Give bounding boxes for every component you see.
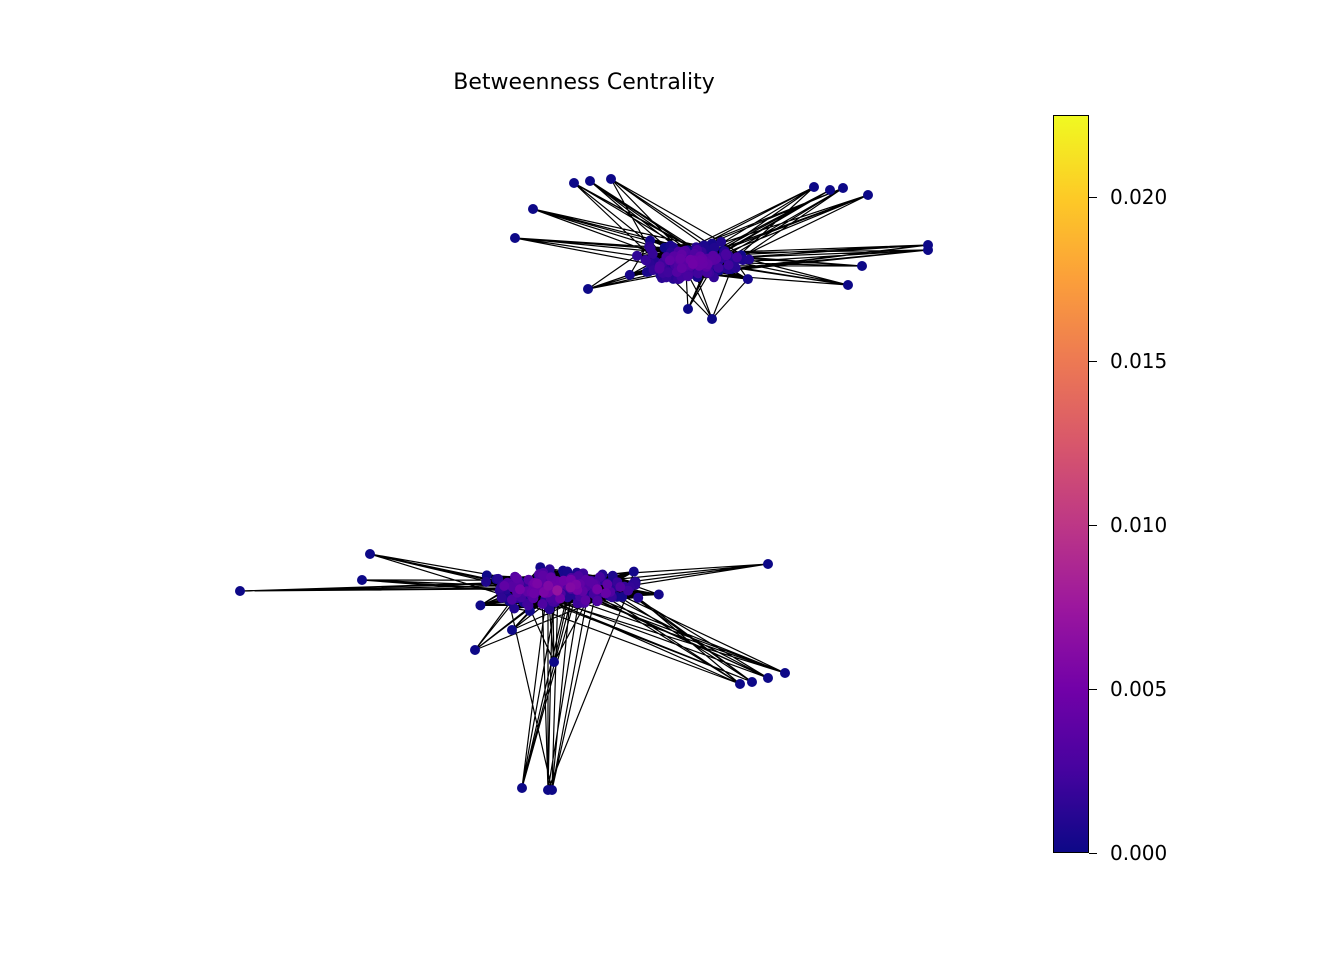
graph-node: [617, 592, 628, 602]
graph-node: [923, 245, 933, 255]
graph-node: [676, 263, 687, 274]
graph-node: [565, 582, 576, 593]
graph-node: [558, 575, 569, 586]
graph-node: [583, 284, 593, 294]
graph-node: [675, 253, 686, 264]
graph-node: [580, 595, 591, 606]
graph-node: [569, 178, 579, 188]
graph-node: [716, 236, 727, 247]
graph-edges: [239, 178, 929, 791]
graph-node: [624, 269, 635, 280]
graph-node: [863, 190, 873, 200]
graph-node: [763, 559, 773, 569]
graph-node: [510, 233, 520, 243]
graph-node: [747, 677, 757, 687]
graph-node: [720, 249, 731, 260]
graph-node: [481, 576, 492, 587]
graph-node: [592, 584, 603, 595]
graph-node: [538, 570, 549, 581]
graph-node: [470, 645, 480, 655]
colorbar-tick-label: 0.020: [1110, 185, 1168, 209]
graph-node: [549, 657, 559, 667]
graph-node: [555, 593, 566, 604]
colorbar-tick-mark: [1089, 853, 1097, 854]
graph-node: [512, 573, 523, 584]
graph-title: Betweenness Centrality: [453, 70, 715, 95]
graph-node: [547, 785, 557, 795]
graph-nodes: [235, 174, 933, 795]
colorbar-tick-mark: [1089, 525, 1097, 526]
graph-node: [515, 584, 525, 595]
graph-node: [763, 673, 773, 683]
colorbar-tick-label: 0.010: [1110, 513, 1168, 537]
graph-node: [653, 589, 664, 600]
graph-node: [615, 582, 626, 592]
colorbar-tick-mark: [1089, 197, 1097, 198]
graph-node: [825, 185, 835, 195]
graph-node: [732, 252, 742, 263]
graph-node: [628, 566, 639, 577]
graph-node: [499, 580, 510, 591]
graph-node: [654, 263, 665, 274]
colorbar-tick-label: 0.000: [1110, 841, 1168, 865]
graph-node: [592, 595, 603, 606]
graph-node: [506, 594, 517, 605]
graph-node: [687, 259, 698, 269]
graph-node: [623, 585, 634, 596]
graph-node: [606, 174, 616, 184]
graph-node: [683, 304, 693, 314]
graph-node: [633, 592, 644, 603]
graph-node: [475, 600, 486, 611]
graph-node: [496, 592, 507, 603]
graph-node: [602, 579, 613, 590]
graph-node: [601, 588, 611, 598]
graph-node: [509, 603, 520, 614]
graph-node: [693, 268, 704, 279]
graph-node: [809, 182, 819, 192]
graph-node: [532, 578, 543, 589]
graph-node: [357, 575, 367, 585]
graph-node: [543, 580, 554, 591]
graph-node: [528, 588, 539, 599]
graph-node: [528, 204, 538, 214]
colorbar-tick-mark: [1089, 361, 1097, 362]
graph-node: [682, 271, 693, 282]
graph-node: [647, 248, 658, 259]
graph-node: [507, 625, 517, 635]
graph-node: [365, 549, 375, 559]
graph-node: [709, 242, 720, 253]
graph-node: [632, 250, 642, 261]
colorbar-tick-label: 0.015: [1110, 349, 1168, 373]
graph-node: [523, 600, 534, 611]
graph-node: [723, 260, 734, 270]
graph-node: [552, 585, 563, 596]
graph-node: [235, 586, 245, 596]
colorbar-tick-label: 0.005: [1110, 677, 1168, 701]
graph-node: [585, 576, 596, 587]
colorbar-tick-mark: [1089, 689, 1097, 690]
graph-node: [735, 679, 745, 689]
colorbar: [1053, 115, 1089, 853]
graph-node: [780, 668, 790, 678]
graph-node: [707, 314, 717, 324]
graph-node: [744, 254, 755, 265]
graph-node: [838, 183, 848, 193]
graph-node: [663, 267, 674, 278]
graph-node: [517, 783, 527, 793]
graph-node: [585, 176, 595, 186]
graph-node: [857, 261, 867, 271]
graph-node: [843, 280, 853, 290]
graph-node: [713, 262, 724, 273]
graph-node: [664, 255, 675, 266]
graph-node: [641, 255, 652, 266]
graph-node: [742, 274, 753, 285]
graph-node: [537, 599, 548, 609]
